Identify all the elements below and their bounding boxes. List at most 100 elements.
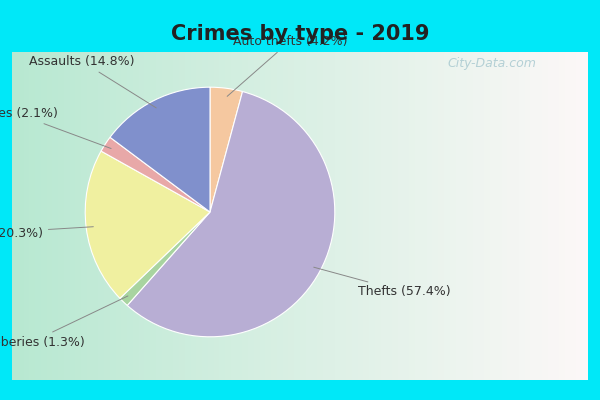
Bar [427,52,433,380]
Bar [386,52,392,380]
Bar [254,52,260,380]
Bar [461,52,467,380]
Bar [548,52,553,380]
Bar [542,52,548,380]
Bar [473,52,479,380]
Bar [467,52,473,380]
Bar [508,52,513,380]
Wedge shape [110,87,210,212]
Bar [536,52,542,380]
Bar [150,52,156,380]
Bar [358,52,364,380]
Text: City-Data.com: City-Data.com [448,58,536,70]
Bar [87,52,92,380]
Bar [490,52,496,380]
Bar [127,52,133,380]
Bar [582,52,588,380]
Bar [156,52,162,380]
Wedge shape [120,212,210,306]
Bar [364,52,369,380]
Bar [225,52,231,380]
Bar [340,52,346,380]
Text: Thefts (57.4%): Thefts (57.4%) [314,267,451,298]
Bar [196,52,202,380]
Bar [294,52,300,380]
Bar [202,52,208,380]
Bar [18,52,23,380]
Bar [346,52,352,380]
Bar [380,52,386,380]
Bar [58,52,64,380]
Bar [433,52,438,380]
Bar [484,52,490,380]
Bar [553,52,559,380]
Bar [70,52,76,380]
Bar [265,52,271,380]
Bar [277,52,283,380]
Bar [530,52,536,380]
Bar [179,52,185,380]
Bar [565,52,571,380]
Bar [98,52,104,380]
Bar [392,52,398,380]
Bar [220,52,225,380]
Bar [375,52,380,380]
Bar [300,52,306,380]
Bar [208,52,214,380]
Bar [404,52,409,380]
Bar [329,52,335,380]
Text: Burglaries (20.3%): Burglaries (20.3%) [0,227,94,240]
Bar [421,52,427,380]
Bar [231,52,236,380]
Wedge shape [85,151,210,298]
Bar [260,52,265,380]
Bar [352,52,358,380]
Bar [139,52,145,380]
Bar [398,52,404,380]
Bar [23,52,29,380]
Bar [415,52,421,380]
Bar [81,52,87,380]
Text: Robberies (1.3%): Robberies (1.3%) [0,296,128,349]
Bar [335,52,340,380]
Bar [502,52,508,380]
Bar [214,52,220,380]
Bar [76,52,81,380]
Bar [41,52,47,380]
Bar [64,52,70,380]
Bar [409,52,415,380]
Bar [289,52,294,380]
Text: Auto thefts (4.2%): Auto thefts (4.2%) [227,35,347,96]
Bar [455,52,461,380]
Bar [513,52,519,380]
Bar [29,52,35,380]
Bar [104,52,110,380]
Bar [185,52,191,380]
Bar [311,52,317,380]
Bar [110,52,116,380]
Text: Crimes by type - 2019: Crimes by type - 2019 [171,24,429,44]
Bar [444,52,450,380]
Bar [323,52,329,380]
Bar [116,52,121,380]
Bar [248,52,254,380]
Bar [191,52,196,380]
Bar [271,52,277,380]
Bar [242,52,248,380]
Bar [145,52,150,380]
Wedge shape [101,137,210,212]
Bar [162,52,167,380]
Wedge shape [127,92,335,337]
Bar [306,52,311,380]
Bar [559,52,565,380]
Text: Assaults (14.8%): Assaults (14.8%) [29,55,156,108]
Bar [173,52,179,380]
Bar [577,52,582,380]
Bar [496,52,502,380]
Bar [167,52,173,380]
Bar [121,52,127,380]
Bar [12,52,18,380]
Bar [133,52,139,380]
Bar [92,52,98,380]
Bar [236,52,242,380]
